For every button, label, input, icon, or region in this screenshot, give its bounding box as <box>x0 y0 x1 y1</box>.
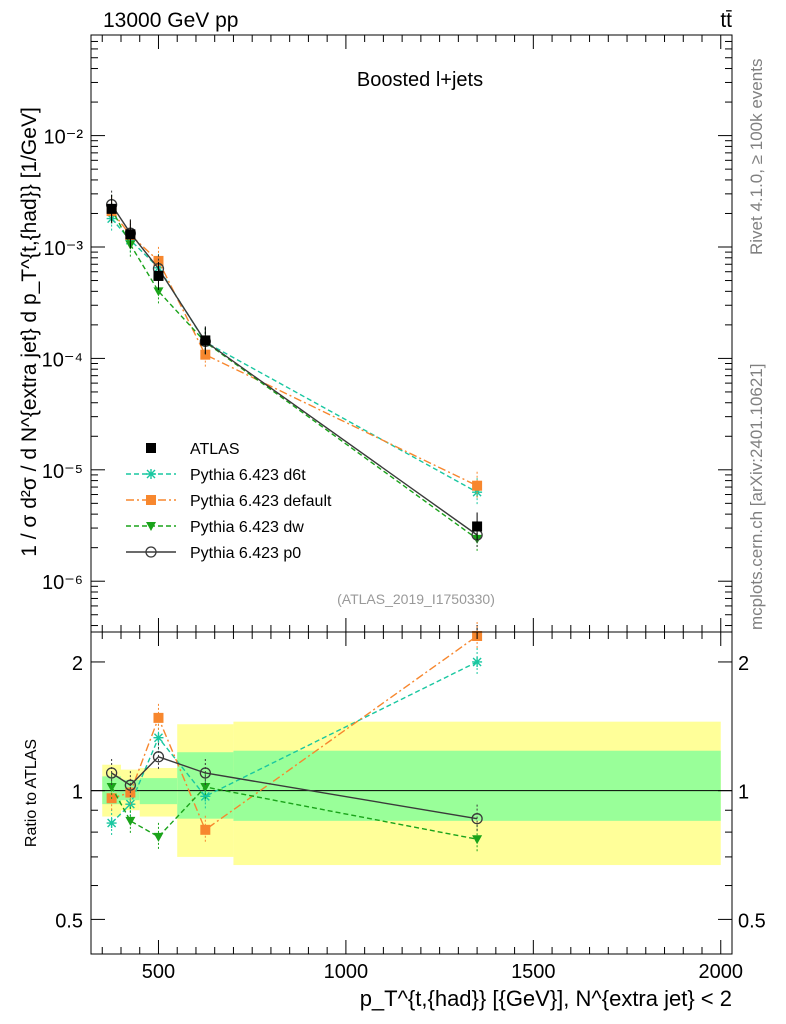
main-line-d6t <box>111 218 478 493</box>
main-line-p0 <box>111 204 478 536</box>
main-series-atlas <box>106 194 483 541</box>
main-y-tick-label: 10⁻⁵ <box>42 461 83 483</box>
ratio-point-default <box>200 824 211 835</box>
ratio-point-d6t <box>200 791 211 802</box>
ratio-point-d6t <box>472 656 483 667</box>
main-point-atlas <box>200 335 211 346</box>
ratio-series-layer <box>105 621 483 854</box>
ratio-point-dw <box>200 782 211 792</box>
ratio-point-p0 <box>105 767 118 779</box>
mcplots-label: mcplots.cern.ch [arXiv:2401.10621] <box>747 364 766 630</box>
ratio-y-tick-label: 2 <box>72 653 83 675</box>
legend-entry-dw: Pythia 6.423 dw <box>126 519 304 536</box>
main-point-atlas <box>153 270 164 281</box>
ratio-y-tick-label-right: 1 <box>738 782 749 804</box>
ratio-point-d6t <box>153 732 164 743</box>
x-tick-label: 1500 <box>511 961 556 983</box>
main-x-ticks <box>101 35 722 632</box>
main-frame <box>90 34 733 633</box>
ratio-point-default <box>153 712 164 723</box>
ratio-point-p0 <box>471 813 483 825</box>
legend-label-d6t: Pythia 6.423 d6t <box>190 467 306 484</box>
main-point-dw <box>153 287 164 297</box>
ratio-point-dw <box>153 832 164 842</box>
main-y-tick-label: 10⁻⁶ <box>42 572 83 594</box>
x-axis-label: p_T^{t,{had}} [{GeV}], N^{extra jet} < 2 <box>360 986 732 1011</box>
ratio-y-tick-label-right: 0.5 <box>738 910 766 932</box>
ratio-y-label: Ratio to ATLAS <box>23 739 40 847</box>
main-point-default <box>200 349 211 360</box>
ratio-y-tick-label: 1 <box>72 782 83 804</box>
ratio-point-d6t <box>106 818 117 829</box>
main-y-label: 1 / σ d²σ / d N^{extra jet} d p_T^{t,{ha… <box>18 107 41 557</box>
ratio-point-p0 <box>152 751 165 763</box>
main-y-tick-label: 10⁻⁴ <box>42 349 83 371</box>
analysis-id: (ATLAS_2019_I1750330) <box>337 591 495 607</box>
main-point-atlas <box>106 203 117 214</box>
legend-entry-d6t: Pythia 6.423 d6t <box>126 467 306 484</box>
legend-marker-atlas <box>146 443 156 453</box>
ratio-y-tick-label-right: 2 <box>738 653 749 675</box>
legend-label-dw: Pythia 6.423 dw <box>190 519 304 536</box>
main-point-atlas <box>472 521 483 532</box>
legend-marker-p0 <box>145 546 157 558</box>
ratio-frame <box>90 631 733 955</box>
main-y-tick-label: 10⁻² <box>44 127 84 149</box>
main-series-layer <box>105 190 483 553</box>
main-panel: 10⁻⁶ 10⁻⁵ 10⁻⁴ 10⁻³ 10⁻² Boosted l+jets (ATL… <box>18 34 733 633</box>
ratio-y-axis: 0.5 0.5 1 1 2 2 <box>55 653 766 932</box>
x-tick-label: 2000 <box>699 961 744 983</box>
main-point-default <box>153 255 164 266</box>
ratio-y-tick-label: 0.5 <box>55 910 83 932</box>
process-label: tt̄ <box>720 9 732 32</box>
legend-label-default: Pythia 6.423 default <box>190 493 332 510</box>
main-y-tick-label: 10⁻³ <box>44 238 84 260</box>
energy-label: 13000 GeV pp <box>103 9 238 32</box>
ratio-line-dw <box>110 786 478 840</box>
legend-entry-default: Pythia 6.423 default <box>126 493 332 510</box>
ratio-point-dw <box>125 816 136 826</box>
legend-label-atlas: ATLAS <box>190 441 240 458</box>
legend-entry-atlas: ATLAS <box>146 441 240 458</box>
main-line-dw <box>110 208 478 540</box>
ratio-x-axis: 500 1000 1500 2000 <box>101 632 744 983</box>
main-series-default <box>106 197 483 500</box>
legend-marker-d6t <box>146 469 156 479</box>
legend-label-p0: Pythia 6.423 p0 <box>190 545 301 562</box>
ratio-point-p0 <box>124 779 137 791</box>
main-title: Boosted l+jets <box>357 69 483 91</box>
legend: ATLAS Pythia 6.423 d6t Pythia 6.423 defaul… <box>126 441 332 562</box>
x-tick-label: 500 <box>142 961 175 983</box>
ratio-uncertainty-bands <box>91 721 732 866</box>
main-line-default <box>111 210 478 487</box>
ratio-point-dw <box>106 782 117 792</box>
ratio-point-p0 <box>199 767 211 779</box>
x-tick-label: 1000 <box>324 961 369 983</box>
main-y-axis: 10⁻⁶ 10⁻⁵ 10⁻⁴ 10⁻³ 10⁻² <box>42 34 732 627</box>
ratio-point-dw <box>472 835 483 845</box>
legend-marker-dw <box>146 522 156 531</box>
main-point-default <box>472 480 483 491</box>
ratio-panel: 0.5 0.5 1 1 2 2 500 1000 1500 2000 Ratio to ATLA… <box>23 621 766 1011</box>
main-point-atlas <box>125 229 136 240</box>
legend-entry-p0: Pythia 6.423 p0 <box>126 545 301 562</box>
legend-marker-default <box>146 495 156 505</box>
rivet-version-label: Rivet 4.1.0, ≥ 100k events <box>747 59 766 255</box>
ratio-series-p0 <box>105 742 483 833</box>
